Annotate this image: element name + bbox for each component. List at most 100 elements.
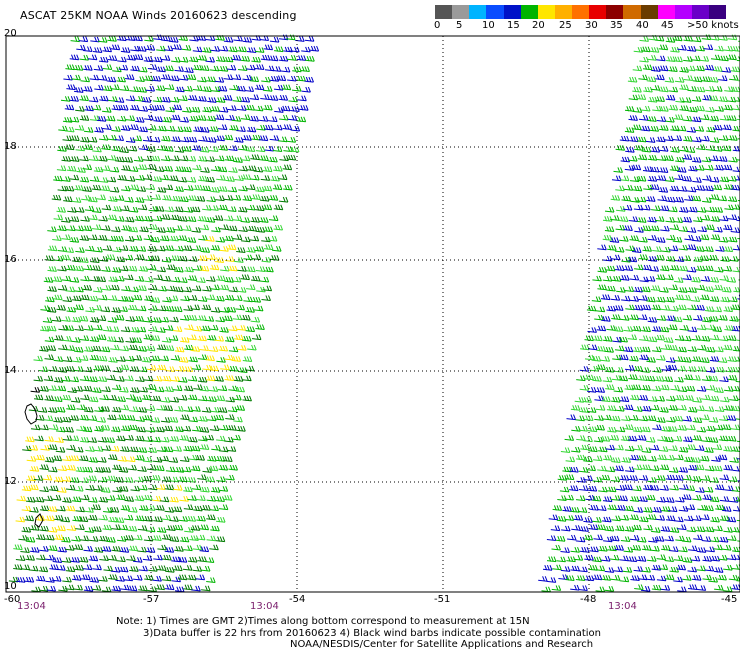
wind-barb <box>96 276 107 283</box>
wind-barb <box>200 127 210 133</box>
wind-barb <box>78 355 89 361</box>
wind-barb <box>246 284 256 291</box>
wind-barb <box>673 555 684 562</box>
wind-barb <box>656 116 667 122</box>
wind-barb <box>639 36 649 42</box>
wind-barb <box>667 364 678 371</box>
wind-barb <box>709 296 720 302</box>
wind-barb <box>625 304 635 311</box>
wind-barb <box>261 76 271 83</box>
wind-barb <box>135 76 145 82</box>
wind-barb <box>250 174 260 181</box>
wind-barb <box>161 256 172 263</box>
wind-barb <box>93 485 104 491</box>
wind-barb <box>174 467 185 473</box>
wind-barb <box>679 84 689 91</box>
wind-barb <box>88 214 98 221</box>
wind-barb <box>562 466 572 473</box>
wind-barb <box>718 536 729 543</box>
wind-barb <box>701 394 711 401</box>
wind-barb <box>277 174 288 181</box>
wind-barb <box>118 486 129 492</box>
wind-barb <box>237 144 248 151</box>
wind-barb <box>231 74 242 81</box>
wind-barb <box>43 277 54 283</box>
wind-barb <box>171 195 181 202</box>
wind-barb <box>162 116 172 123</box>
wind-barb <box>145 405 156 412</box>
wind-barb <box>90 36 100 43</box>
wind-barb <box>88 155 99 162</box>
wind-barb <box>686 266 697 273</box>
wind-barb <box>641 426 651 433</box>
wind-barb <box>641 146 652 153</box>
wind-barb <box>183 504 194 511</box>
wind-barb <box>214 77 225 83</box>
wind-barb <box>179 496 189 502</box>
wind-barb <box>245 104 255 111</box>
wind-barb <box>182 166 192 173</box>
wind-barb <box>44 336 55 343</box>
wind-barb <box>632 247 642 253</box>
wind-barb <box>101 487 111 493</box>
wind-barb <box>668 467 679 473</box>
wind-barb <box>199 224 210 231</box>
wind-barb <box>701 34 712 41</box>
wind-barb <box>190 445 201 452</box>
wind-barb <box>271 66 282 72</box>
wind-barb <box>106 176 117 183</box>
wind-barb <box>143 334 154 340</box>
wind-barb <box>613 326 624 332</box>
wind-barb <box>179 196 189 203</box>
wind-barb <box>254 64 265 70</box>
wind-barb <box>647 514 657 520</box>
wind-barb <box>687 287 697 293</box>
wind-barb <box>64 185 75 192</box>
wind-barb <box>114 517 125 523</box>
wind-barb <box>106 374 116 381</box>
wind-barb <box>719 335 729 342</box>
wind-barb <box>210 86 221 93</box>
wind-barb <box>130 327 140 333</box>
wind-barb <box>632 65 643 72</box>
wind-barb <box>621 457 631 463</box>
wind-barb <box>595 565 606 572</box>
colorbar-tick: 10 <box>482 20 495 31</box>
wind-barb <box>234 334 244 341</box>
wind-barb <box>144 276 154 283</box>
wind-barb <box>629 355 639 362</box>
wind-barb <box>156 266 166 273</box>
wind-barb <box>169 396 180 403</box>
wind-barb <box>264 266 274 273</box>
lon-label: -54 <box>289 594 306 605</box>
wind-barb <box>730 66 740 73</box>
wind-barb <box>713 66 723 72</box>
wind-barb <box>91 184 102 191</box>
wind-barb <box>637 536 647 543</box>
wind-barb <box>708 95 719 102</box>
wind-barb <box>198 395 208 402</box>
wind-barb <box>79 335 90 341</box>
wind-barb <box>40 305 50 312</box>
wind-barb <box>97 376 108 382</box>
wind-barb <box>576 454 586 461</box>
wind-barb <box>71 256 82 263</box>
wind-barb <box>46 585 57 592</box>
wind-barb <box>137 46 147 52</box>
wind-barb <box>674 256 685 262</box>
wind-barb <box>135 455 145 461</box>
wind-barb <box>81 195 91 201</box>
wind-barb <box>677 44 687 51</box>
wind-barb <box>206 254 216 260</box>
wind-barb <box>52 576 62 582</box>
wind-barb <box>96 194 106 201</box>
wind-barb <box>236 325 247 331</box>
wind-barb <box>675 496 685 503</box>
wind-barb <box>164 306 175 312</box>
wind-barb <box>39 424 49 431</box>
wind-barb <box>552 505 563 511</box>
wind-barb <box>696 207 707 213</box>
wind-barb <box>164 584 175 591</box>
wind-barb <box>174 147 185 153</box>
wind-barb <box>71 496 82 503</box>
